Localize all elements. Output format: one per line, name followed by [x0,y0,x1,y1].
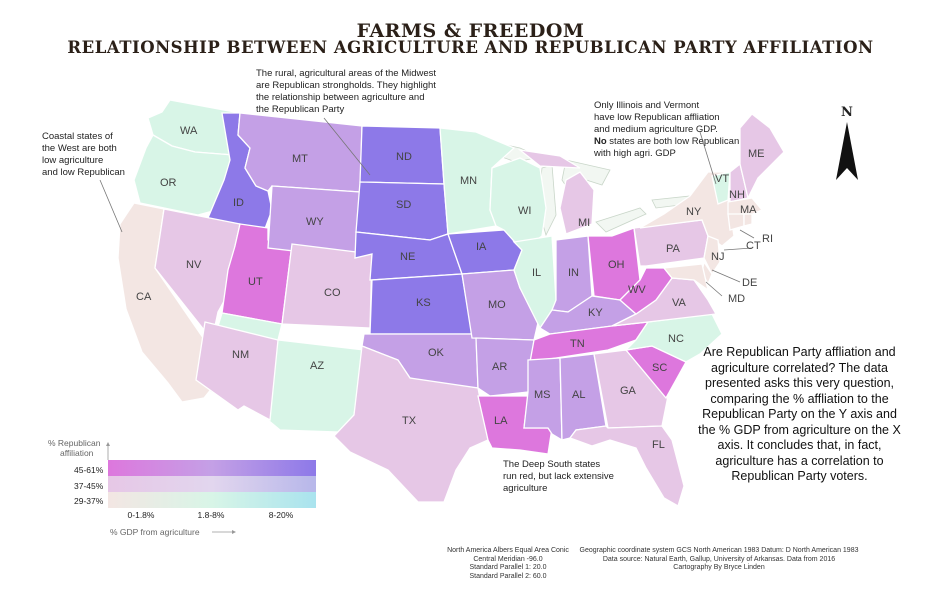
label-ND: ND [396,151,412,163]
north-arrow-icon [836,122,858,180]
label-CA: CA [136,291,152,303]
legend-y-arrow [106,442,110,460]
north-label: N [841,105,853,120]
label-CT: CT [746,240,761,252]
legend-x-arrow [212,530,236,534]
legend-x-title: % GDP from agriculture [110,527,200,537]
label-KS: KS [416,297,431,309]
map-title: FARMS & FREEDOM [356,20,585,42]
legend-row-high [108,460,316,476]
label-NV: NV [186,259,202,271]
state-TX [333,345,489,503]
annotation-deep-south: The Deep South states run red, but lack … [503,459,614,494]
legend-col-label-high: 8-20% [268,510,294,520]
legend-col-label-mid: 1.8-8% [197,510,225,520]
state-SD [355,181,449,241]
label-PA: PA [666,243,681,255]
label-AZ: AZ [310,360,324,372]
legend-row-label-mid: 37-45% [74,481,104,491]
state-MD [662,263,710,292]
credits-info: Geographic coordinate system GCS North A… [579,547,859,571]
legend-row-label-low: 29-37% [74,496,104,506]
state-VT [711,171,731,205]
label-SC: SC [652,362,667,374]
label-MI: MI [578,217,590,229]
label-SD: SD [396,199,411,211]
label-NY: NY [686,206,702,218]
label-MO: MO [488,299,506,311]
state-ME [739,113,785,200]
conclusion-text: Are Republican Party affliation and agri… [698,345,901,483]
label-IA: IA [476,241,487,253]
label-OH: OH [608,259,625,271]
label-NH: NH [729,189,745,201]
north-arrow: N [834,105,860,187]
label-OR: OR [160,177,177,189]
label-NM: NM [232,349,249,361]
label-MS: MS [534,389,551,401]
state-MI [517,148,595,235]
label-WI: WI [518,205,531,217]
leader-lines [99,117,755,297]
label-MA: MA [740,204,757,216]
label-KY: KY [588,307,603,319]
state-polygons [117,99,785,507]
label-VT: VT [715,173,729,185]
label-NC: NC [668,333,684,345]
label-LA: LA [494,415,508,427]
state-RI [743,213,753,227]
label-TN: TN [570,338,585,350]
legend-row-mid [108,476,316,492]
label-DE: DE [742,277,757,289]
legend-row-label-high: 45-61% [74,465,104,475]
map-subtitle: RELATIONSHIP BETWEEN AGRICULTURE AND REP… [67,38,874,57]
label-AL: AL [572,389,585,401]
label-CO: CO [324,287,341,299]
legend-row-low [108,492,316,508]
label-MD: MD [728,293,745,305]
label-OK: OK [428,347,445,359]
annotation-west-coast: Coastal states of the West are both low … [42,131,125,178]
state-AR [475,337,535,397]
annotation-midwest: The rural, agricultural areas of the Mid… [256,68,437,115]
label-FL: FL [652,439,665,451]
legend-col-label-low: 0-1.8% [127,510,155,520]
state-FL [568,425,685,507]
state-MA [727,197,764,217]
label-IN: IN [568,267,579,279]
label-MT: MT [292,153,308,165]
label-NE: NE [400,251,415,263]
label-VA: VA [672,297,687,309]
label-GA: GA [620,385,637,397]
label-ME: ME [748,148,765,160]
projection-info: North America Albers Equal Area Conic Ce… [447,547,569,580]
annotation-northeast: Only Illinois and Vermont have low Repub… [594,100,740,159]
legend-grid [108,460,316,508]
label-TX: TX [402,415,417,427]
label-MN: MN [460,175,477,187]
label-IL: IL [532,267,541,279]
state-labels: WA OR CA ID NV UT AZ MT WY CO NM ND SD N… [136,125,773,451]
label-WA: WA [180,125,198,137]
label-NJ: NJ [711,251,724,263]
label-WV: WV [628,284,646,296]
label-ID: ID [233,197,244,209]
label-UT: UT [248,276,263,288]
label-WY: WY [306,216,324,228]
label-AR: AR [492,361,507,373]
state-NJ [703,235,721,276]
state-NM [195,321,279,422]
state-CT [727,213,745,231]
legend-y-title: % Republican affiliation [48,438,101,458]
label-RI: RI [762,233,773,245]
state-GA [593,349,669,429]
